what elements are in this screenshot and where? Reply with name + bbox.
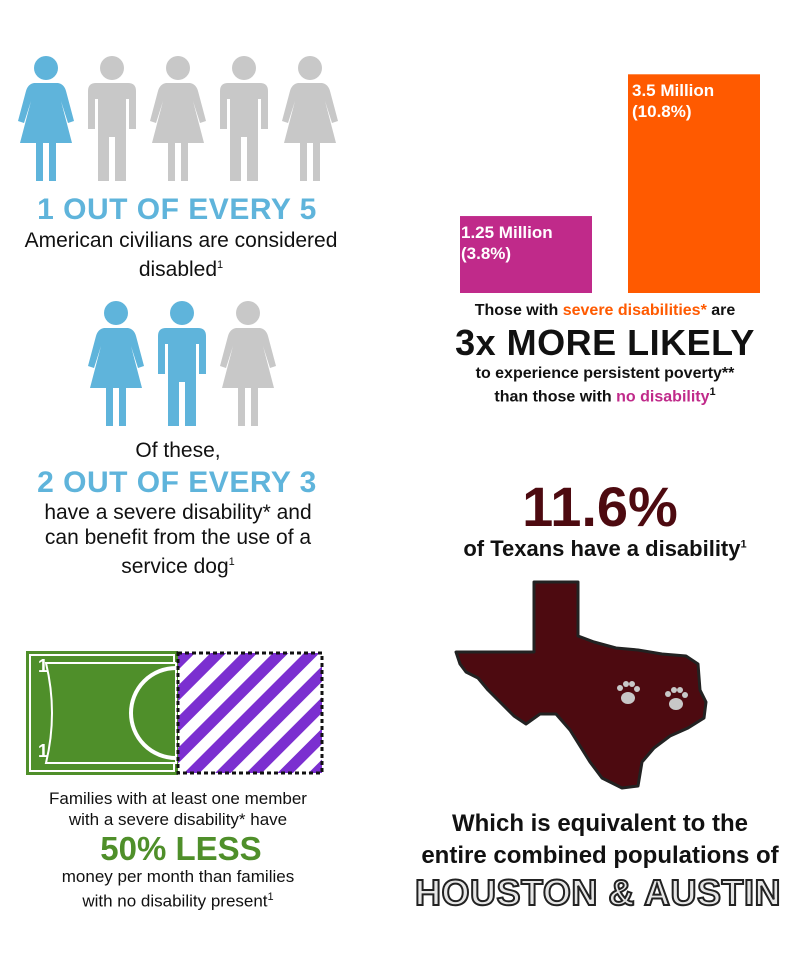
bill-denomination: 1 [38,741,49,761]
person-woman-icon [282,56,338,181]
description-line: have a severe disability* and [44,501,312,524]
description-line: Which is equivalent to the [451,810,749,837]
bar-value-label: 1.25 Million (3.8%) [461,223,553,264]
equivalent-description: Which is equivalent to the entire combin… [410,808,790,872]
bar-value-label: 3.5 Million (10.8%) [632,81,715,122]
stat-one-in-five-description: American civilians are considered disabl… [0,228,362,282]
footnote-marker: 1 [217,259,224,271]
money-description-continued: money per month than families with no di… [0,866,356,912]
poverty-text: are [706,302,736,319]
description-line: to experience persistent poverty** [475,365,735,382]
description-text: service dog [121,555,229,578]
poverty-text: Those with [474,302,563,319]
description-line: can benefit from the use of a [44,526,312,549]
stat-three-times-more-likely: 3x MORE LIKELY [455,322,755,363]
description-line: money per month than families [61,867,295,886]
stat-texas-percent: 11.6% [522,475,678,538]
description-text: with no disability present [82,891,268,911]
texas-text: of Texans have a disability [463,536,741,561]
description-line: than those with no disability1 [410,383,800,406]
no-disability-label: no disability [616,388,710,406]
texas-description: of Texans have a disability1 [410,536,800,562]
dollar-bill-icon: S [26,651,324,775]
people-row-five [18,56,338,181]
poverty-text: than those with [494,388,617,406]
description-line: service dog1 [0,550,356,579]
stat-one-in-five: 1 OUT OF EVERY 5 [37,193,317,226]
bill-denomination: 1 [38,656,49,676]
person-woman-icon-highlighted [18,56,74,181]
footnote-marker: 1 [228,556,235,568]
stat-two-in-three-intro: Of these, [135,439,221,462]
description-text: disabled [138,258,218,281]
bar-severe-disabilities [628,74,760,293]
paw-print-icon [617,681,640,704]
texas-map-icon [454,580,708,790]
cities-houston-austin: HOUSTON & AUSTIN [414,871,782,914]
person-woman-icon-highlighted [88,301,144,426]
stat-fifty-percent-less: 50% LESS [100,830,262,867]
description-line: with no disability present1 [0,887,356,912]
stat-two-in-three: 2 OUT OF EVERY 3 [37,466,317,499]
footnote-marker: 1 [740,538,747,551]
footnote-marker: 1 [709,386,716,398]
description-line: with a severe disability* have [68,810,288,829]
severe-disabilities-label: severe disabilities* [562,302,707,319]
people-row-three [88,301,276,426]
description-line: disabled1 [0,253,362,282]
description-line: Families with at least one member [49,789,307,808]
description-line: American civilians are considered [24,229,338,252]
person-man-icon [220,56,268,181]
stat-two-in-three-description: have a severe disability* and can benefi… [0,500,356,579]
poverty-line-1: Those with severe disabilities* are [410,302,800,320]
poverty-bar-chart [460,74,760,293]
poverty-description: to experience persistent poverty** than … [410,364,800,406]
person-man-icon-highlighted [158,301,206,426]
person-woman-icon [150,56,206,181]
paw-print-icon [665,687,688,710]
description-line: entire combined populations of [421,842,779,869]
money-description: Families with at least one member with a… [0,788,356,830]
footnote-marker: 1 [267,891,274,903]
bar-no-disability [460,216,592,293]
person-woman-icon [220,301,276,426]
person-man-icon [88,56,136,181]
